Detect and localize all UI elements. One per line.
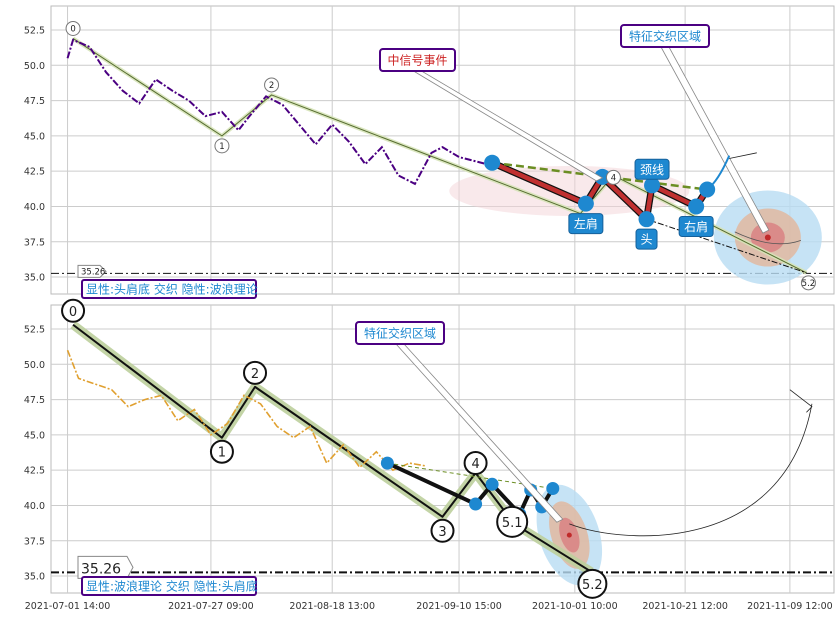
wave-point-label: 1 <box>219 142 224 152</box>
y-tick-label: 40.0 <box>24 202 45 213</box>
feature-zone-center <box>764 234 771 241</box>
wave-point-label: 4 <box>611 173 616 183</box>
y-tick-label: 47.5 <box>24 395 45 406</box>
wave-point-marker <box>264 77 280 93</box>
x-tick-label: 2021-10-21 12:00 <box>642 601 728 612</box>
wave-point-label: 1 <box>218 446 226 461</box>
wave-point-label: 5.2 <box>802 279 816 289</box>
bottom-plot-area <box>50 304 835 594</box>
support-value-label: 35.26 <box>81 561 121 577</box>
bottom-panel: 52.5 50.0 47.5 45.0 42.5 40.0 37.5 35.0 35.26 0 1… <box>24 298 835 599</box>
y-tick-label: 42.5 <box>24 466 45 477</box>
x-tick-label: 2021-07-01 14:00 <box>25 601 111 612</box>
annotation-text: 特征交织区域 <box>629 29 701 44</box>
y-tick-label: 42.5 <box>24 167 45 178</box>
projection-arc-tip <box>789 389 813 413</box>
wave-point-marker <box>800 275 816 291</box>
x-tick-label: 2021-11-09 12:00 <box>747 601 833 612</box>
x-tick-label: 2021-10-01 10:00 <box>532 601 618 612</box>
x-tick-labels: 2021-07-01 14:00 2021-07-27 09:00 2021-08-… <box>25 601 833 612</box>
y-tick-label: 50.0 <box>24 360 45 371</box>
hs-label-box <box>634 158 670 180</box>
y-tick-label: 45.0 <box>24 131 45 142</box>
wave-point-marker <box>577 568 608 599</box>
projection-line <box>646 218 807 274</box>
hs-label-box <box>635 228 658 250</box>
y-tick-label: 50.0 <box>24 61 45 72</box>
wave-point-label: 2 <box>251 367 259 382</box>
hs-node <box>469 497 483 511</box>
x-tick-label: 2021-07-27 09:00 <box>168 601 254 612</box>
wave-point-marker <box>243 360 268 385</box>
support-value-box <box>77 555 134 579</box>
hs-node <box>688 198 705 215</box>
legend-text: 显性:波浪理论 交织 隐性:头肩底 <box>86 579 258 594</box>
support-value-box <box>77 264 107 278</box>
y-tick-label: 52.5 <box>24 26 45 37</box>
projection-arc <box>734 231 802 245</box>
price-line <box>66 349 427 472</box>
wave-point-label: 2 <box>269 81 274 91</box>
y-tick-label: 45.0 <box>24 430 45 441</box>
wave-point-marker <box>61 298 86 323</box>
feature-zone-center <box>566 532 572 538</box>
hs-label-box <box>678 215 714 237</box>
hs-node <box>644 177 661 194</box>
hs-node <box>485 477 499 491</box>
hs-node <box>484 154 501 171</box>
hs-node <box>577 195 594 212</box>
breakout-line <box>706 155 731 191</box>
wave-point-marker <box>605 169 621 185</box>
hs-label: 左肩 <box>574 216 598 231</box>
y-tick-label: 35.0 <box>24 273 45 284</box>
x-tick-label: 2021-09-10 15:00 <box>416 601 502 612</box>
annotation-box <box>379 48 456 72</box>
wave-line <box>72 38 807 274</box>
legend-box <box>81 279 257 299</box>
wave-point-label: 5.1 <box>502 516 523 531</box>
annotation-box <box>620 24 710 48</box>
wave-point-marker <box>463 451 488 475</box>
hs-node <box>638 211 655 228</box>
wave-point-label: 3 <box>438 525 446 540</box>
annotation-text: 特征交织区域 <box>364 326 436 341</box>
annotation-box <box>355 321 445 345</box>
legend-text: 显性:头肩底 交织 隐性:波浪理论 <box>86 282 258 297</box>
y-tick-label: 40.0 <box>24 501 45 512</box>
bottom-y-ticks: 52.5 50.0 47.5 45.0 42.5 40.0 37.5 35.0 <box>24 325 45 583</box>
top-y-ticks: 52.5 50.0 47.5 45.0 42.5 40.0 37.5 35.0 <box>24 26 45 284</box>
y-tick-label: 47.5 <box>24 96 45 107</box>
wave-point-marker <box>65 20 81 36</box>
legend-box <box>81 576 257 596</box>
y-tick-label: 37.5 <box>24 237 45 248</box>
hs-label-box <box>568 213 604 235</box>
wave-point-label: 0 <box>70 24 75 34</box>
projection-arc <box>569 403 813 537</box>
wave-point-label: 5.2 <box>582 578 603 593</box>
wave-point-label: 4 <box>471 457 479 472</box>
hs-label: 右肩 <box>684 219 708 234</box>
x-tick-label: 2021-08-18 13:00 <box>289 601 375 612</box>
breakout-tick <box>729 152 757 159</box>
hs-node <box>594 168 611 185</box>
y-tick-label: 52.5 <box>24 325 45 336</box>
top-panel: 52.5 50.0 47.5 45.0 42.5 40.0 37.5 35.0 35.26 0 1… <box>24 5 835 299</box>
annotation-text: 中信号事件 <box>387 53 447 68</box>
wave-point-marker <box>209 439 234 464</box>
wave-point-marker <box>430 518 455 543</box>
support-value-label: 35.26 <box>81 267 105 277</box>
hs-node <box>546 482 560 496</box>
wave-point-marker <box>214 138 230 154</box>
y-tick-label: 37.5 <box>24 536 45 547</box>
hs-label: 颈线 <box>640 163 664 177</box>
y-tick-label: 35.0 <box>24 572 45 583</box>
hs-node <box>380 456 394 470</box>
price-line <box>66 38 493 186</box>
hs-label: 头 <box>641 233 653 247</box>
wave-point-marker <box>496 505 529 538</box>
wave-point-label: 0 <box>69 305 77 320</box>
